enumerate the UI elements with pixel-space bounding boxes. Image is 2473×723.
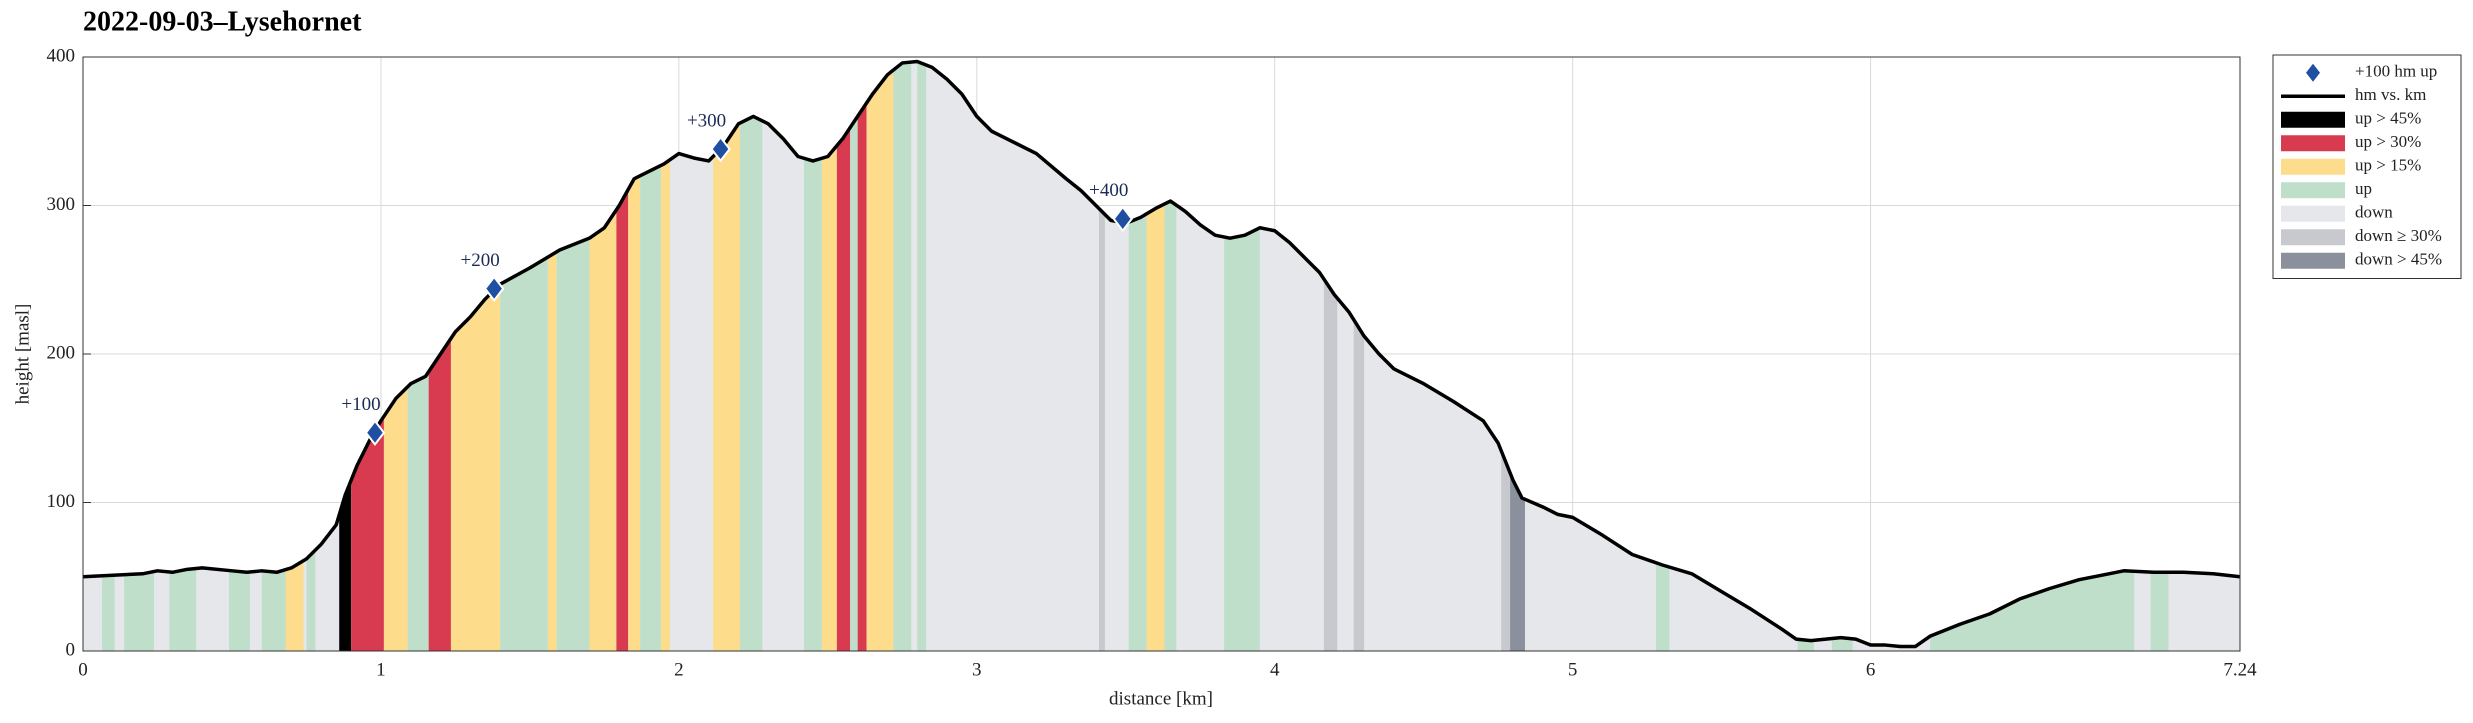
grade-band — [1098, 61, 1105, 651]
grade-band — [739, 61, 763, 651]
x-tick-label: 4 — [1270, 659, 1280, 680]
grade-band — [713, 61, 740, 651]
milestone-label: +100 — [341, 394, 380, 415]
legend-swatch — [2281, 182, 2345, 199]
legend: +100 hm up hm vs. km up > 45% up > 30% up > … — [2272, 54, 2462, 279]
legend-label: +100 hm up — [2355, 62, 2437, 81]
legend-swatch — [2281, 205, 2345, 222]
legend-label: up > 45% — [2355, 109, 2421, 128]
x-axis-label: distance [km] — [1109, 688, 1213, 709]
y-tick-label: 300 — [47, 194, 76, 215]
legend-label: down > 45% — [2355, 250, 2442, 269]
grade-band — [556, 61, 590, 651]
milestone-label: +400 — [1089, 180, 1128, 201]
x-tick-label: 6 — [1866, 659, 1876, 680]
x-tick-label: 2 — [674, 659, 684, 680]
x-tick-label: 5 — [1568, 659, 1578, 680]
legend-label: up — [2355, 179, 2372, 198]
profile-line — [82, 59, 2241, 649]
legend-label: down ≥ 30% — [2355, 226, 2442, 245]
grade-band — [850, 61, 858, 651]
grade-band — [803, 61, 822, 651]
x-tick-label: 0 — [78, 659, 88, 680]
milestone-marker — [483, 275, 505, 303]
legend-label: up > 15% — [2355, 156, 2421, 175]
legend-swatch — [2281, 252, 2345, 269]
chart-title: 2022-09-03–Lysehornet — [83, 6, 362, 37]
y-axis-label: height [masl] — [12, 304, 33, 405]
y-tick-label: 400 — [47, 45, 76, 66]
grade-band — [1323, 61, 1338, 651]
plot-frame — [82, 56, 2241, 652]
grade-band — [589, 61, 617, 651]
y-tick-label: 0 — [66, 639, 76, 660]
legend-swatch — [2281, 158, 2345, 175]
grade-band — [660, 61, 670, 651]
grade-band — [917, 61, 927, 651]
grade-band — [1224, 61, 1260, 651]
grade-band — [547, 61, 557, 651]
x-tick-label: 7.24 — [2223, 659, 2257, 680]
grade-band — [866, 61, 894, 651]
x-tick-label: 3 — [972, 659, 982, 680]
milestone-marker — [364, 419, 386, 447]
grade-band — [893, 61, 912, 651]
legend-label: down — [2355, 203, 2393, 222]
grade-band — [450, 61, 501, 651]
grade-band — [640, 61, 661, 651]
grade-band — [1146, 61, 1165, 651]
milestone-label: +300 — [687, 110, 726, 131]
grade-band — [857, 61, 867, 651]
legend-swatch — [2306, 63, 2320, 82]
y-tick-label: 200 — [47, 342, 76, 363]
grade-band — [1128, 61, 1147, 651]
milestone-marker — [1112, 205, 1134, 233]
legend-swatch — [2281, 135, 2345, 152]
grade-band — [836, 61, 851, 651]
milestone-marker — [710, 135, 731, 163]
x-tick-label: 1 — [376, 659, 386, 680]
legend-label: up > 30% — [2355, 132, 2421, 151]
grade-band — [1164, 61, 1177, 651]
y-tick-label: 100 — [47, 491, 76, 512]
grade-band — [616, 61, 629, 651]
grade-band — [1353, 61, 1365, 651]
grade-band — [821, 61, 837, 651]
grade-band — [500, 61, 548, 651]
legend-swatch — [2281, 111, 2345, 128]
grade-band — [628, 61, 641, 651]
legend-swatch — [2281, 229, 2345, 246]
milestone-label: +200 — [461, 250, 500, 271]
legend-label: hm vs. km — [2355, 85, 2426, 104]
